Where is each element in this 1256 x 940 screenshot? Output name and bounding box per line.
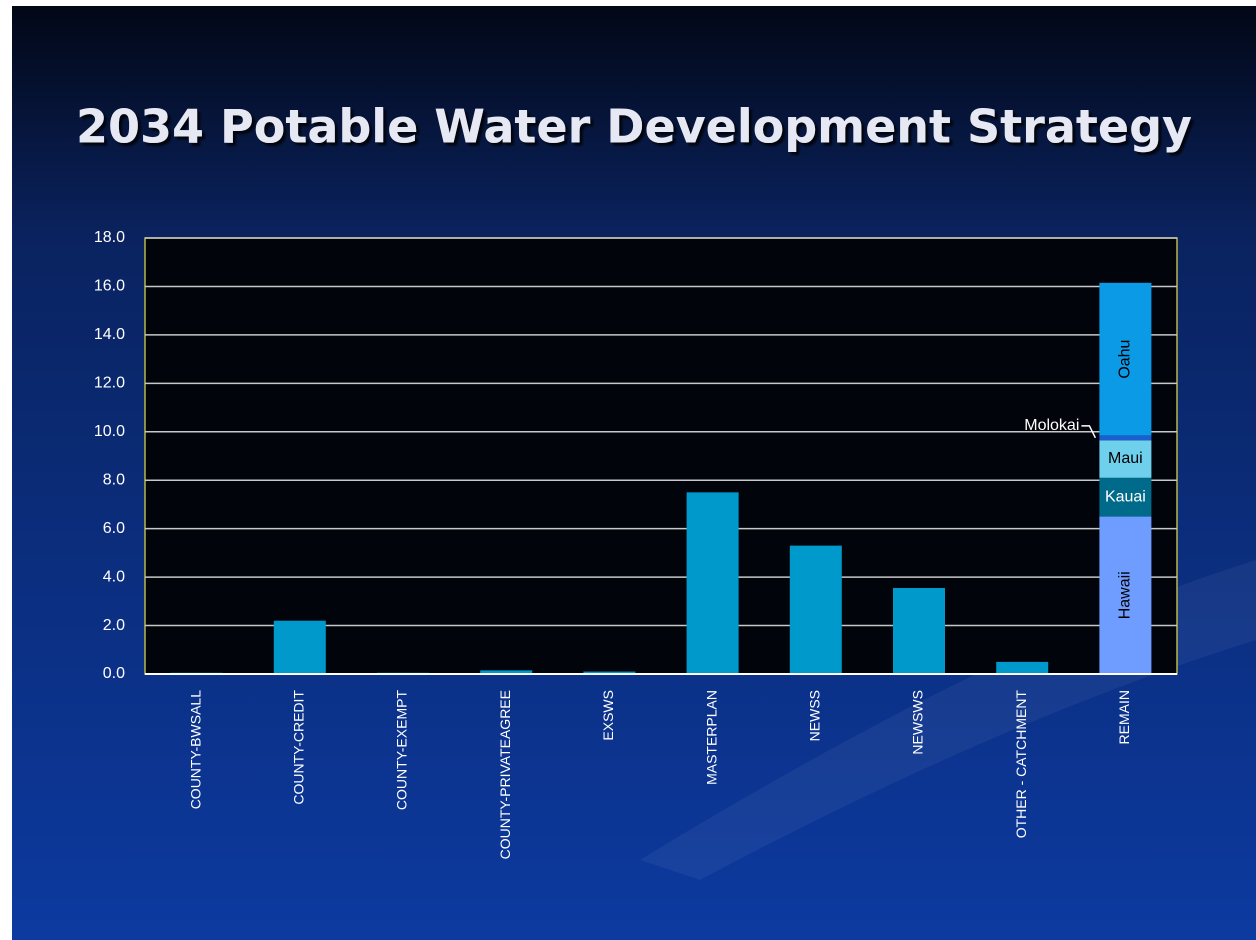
bar-segment xyxy=(996,661,1049,674)
x-tick-label: COUNTY-EXEMPT xyxy=(394,690,410,811)
bar-segment xyxy=(1099,477,1152,517)
y-tick-label: 18.0 xyxy=(94,229,125,246)
bar-segment xyxy=(1099,516,1152,674)
bar-segment xyxy=(686,492,739,674)
x-tick-label: REMAIN xyxy=(1116,690,1132,744)
plot-area xyxy=(144,237,1178,675)
bar-segment xyxy=(1099,440,1152,478)
x-tick-label: NEWSS xyxy=(807,690,823,741)
bar-segment xyxy=(273,620,326,674)
bar-segment xyxy=(1099,282,1152,436)
bar-segment xyxy=(480,670,533,674)
y-tick-label: 4.0 xyxy=(103,568,125,585)
y-tick-label: 10.0 xyxy=(94,423,125,440)
x-tick-label: COUNTY-BWSALL xyxy=(187,690,203,810)
segment-label: Maui xyxy=(1108,450,1143,467)
segment-label: Oahu xyxy=(1117,340,1134,379)
y-tick-label: 2.0 xyxy=(103,617,125,634)
y-tick-label: 0.0 xyxy=(103,665,125,682)
segment-label: Kauai xyxy=(1105,488,1146,505)
y-tick-label: 16.0 xyxy=(94,278,125,295)
chart-title: 2034 Potable Water Development Strategy xyxy=(76,100,1192,154)
x-tick-label: NEWSWS xyxy=(910,690,926,755)
bar-segment xyxy=(583,671,636,674)
x-tick-label: COUNTY-PRIVATEAGREE xyxy=(497,690,513,859)
y-tick-label: 12.0 xyxy=(94,375,125,392)
y-tick-label: 8.0 xyxy=(103,471,125,488)
segment-label: Hawaii xyxy=(1117,571,1134,619)
bar-segment xyxy=(1099,435,1152,441)
x-tick-label: OTHER - CATCHMENT xyxy=(1013,690,1029,839)
x-tick-label: MASTERPLAN xyxy=(703,690,719,785)
x-tick-label: EXSWS xyxy=(600,690,616,741)
bar-segment xyxy=(789,545,842,674)
leader-line xyxy=(1081,425,1097,439)
segment-label: Molokai xyxy=(1024,417,1079,434)
bar-segment xyxy=(893,588,945,674)
y-tick-label: 6.0 xyxy=(103,520,125,537)
y-tick-label: 14.0 xyxy=(94,326,125,343)
x-tick-label: COUNTY-CREDIT xyxy=(291,690,307,805)
